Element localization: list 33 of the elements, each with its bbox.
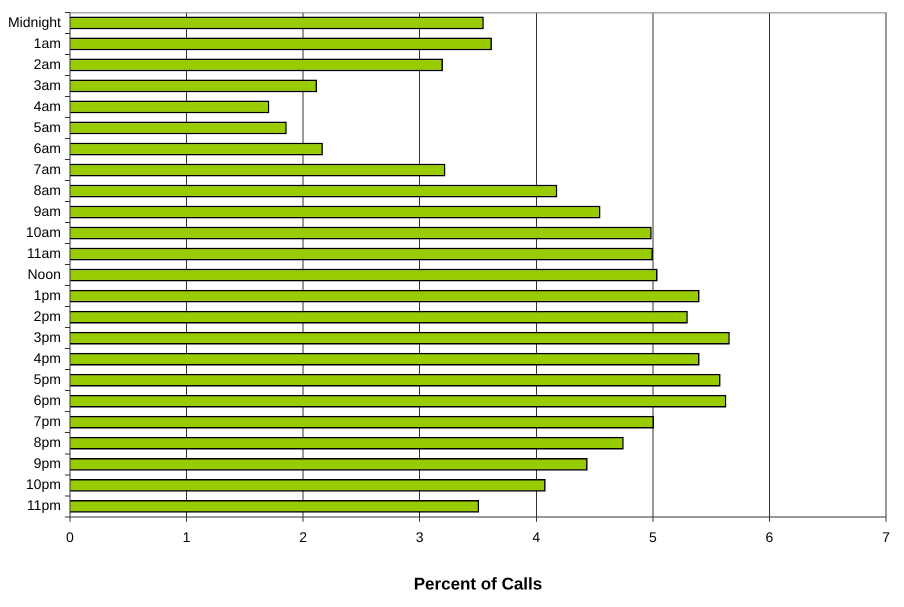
y-tick-label: 4am	[34, 98, 61, 114]
y-tick-label: Midnight	[8, 14, 62, 30]
x-tick-label: 0	[66, 529, 74, 546]
y-tick-label: 7pm	[34, 413, 61, 430]
x-tick-label: 2	[299, 529, 308, 546]
y-tick-label: 7am	[34, 160, 61, 177]
y-tick-label: 4pm	[34, 350, 61, 366]
y-tick-label: 8am	[34, 182, 61, 198]
y-tick-label: 9am	[34, 202, 61, 219]
y-tick-label: Noon	[27, 266, 61, 282]
y-tick-label: 5pm	[34, 371, 61, 388]
y-tick-label: 10am	[26, 224, 61, 240]
x-tick-label: 3	[416, 529, 424, 546]
y-tick-label: 3pm	[34, 329, 61, 346]
y-tick-label: 11am	[26, 244, 61, 261]
x-tick-label: 6	[766, 529, 774, 546]
y-tick-label: 6pm	[34, 392, 61, 408]
y-tick-label: 2pm	[34, 308, 61, 324]
y-tick-label: 10pm	[26, 476, 61, 492]
x-tick-label: 1	[182, 529, 191, 546]
y-tick-label: 6am	[34, 140, 61, 156]
x-tick-label: 5	[648, 529, 657, 546]
y-tick-label: 2am	[34, 56, 61, 72]
y-tick-label: 9pm	[34, 455, 61, 472]
y-tick-label: 1am	[34, 34, 61, 51]
x-tick-label: 4	[532, 529, 540, 546]
y-tick-label: 11pm	[26, 497, 61, 514]
y-tick-label: 1pm	[34, 286, 61, 303]
y-tick-label: 8pm	[34, 434, 61, 450]
x-tick-label: 7	[882, 529, 890, 546]
y-tick-label: 3am	[34, 76, 61, 93]
x-axis-title: Percent of Calls	[414, 574, 542, 594]
y-tick-label: 5am	[34, 118, 61, 135]
